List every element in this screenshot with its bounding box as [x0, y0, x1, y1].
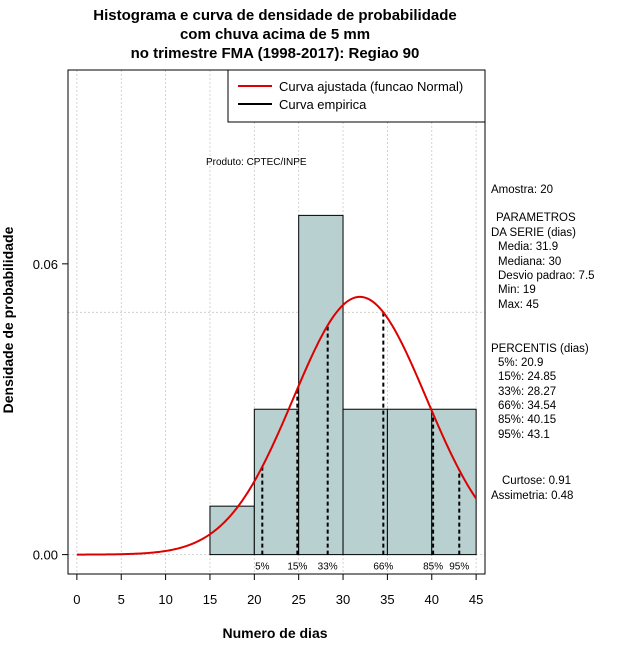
x-tick-label: 5 — [118, 592, 125, 607]
histogram-bar — [342, 408, 388, 556]
stat-percentis-title: PERCENTIS (dias) — [491, 343, 589, 355]
x-tick-label: 25 — [291, 592, 305, 607]
x-tick-label: 45 — [469, 592, 483, 607]
percentile-label: 33% — [318, 562, 338, 573]
histogram-bar — [298, 214, 344, 556]
x-axis-label: Numero de dias — [222, 625, 327, 641]
x-tick-label: 10 — [158, 592, 172, 607]
x-tick-label: 30 — [336, 592, 350, 607]
stat-parametros-title: PARAMETROS — [496, 212, 576, 224]
x-tick-label: 15 — [203, 592, 217, 607]
legend-label-empirical: Curva empirica — [279, 97, 367, 112]
stat-mediana: Mediana: 30 — [498, 256, 561, 268]
stat-assimetria: Assimetria: 0.48 — [491, 490, 573, 502]
percentile-label: 15% — [287, 562, 307, 573]
percentile-label: 95% — [449, 562, 469, 573]
histogram-bar — [431, 408, 477, 556]
stat-max: Max: 45 — [498, 299, 539, 311]
stat-p85: 85%: 40.15 — [498, 414, 556, 426]
legend-label-fit: Curva ajustada (funcao Normal) — [279, 79, 463, 94]
percentile-label: 5% — [255, 562, 270, 573]
stat-p95: 95%: 43.1 — [498, 429, 550, 441]
chart-title-line-1: Histograma e curva de densidade de proba… — [93, 7, 456, 24]
stat-p5: 5%: 20.9 — [498, 357, 543, 369]
stat-desvio: Desvio padrao: 7.5 — [498, 270, 595, 282]
stat-parametros-sub: DA SERIE (dias) — [491, 227, 576, 239]
legend-box — [227, 69, 486, 123]
stat-p33: 33%: 28.27 — [498, 386, 556, 398]
chart-title-line-2: com chuva acima de 5 mm — [180, 26, 370, 43]
histogram-bar — [253, 408, 300, 556]
y-tick-label: 0.06 — [33, 257, 58, 272]
x-tick-label: 40 — [425, 592, 439, 607]
x-tick-label: 35 — [380, 592, 394, 607]
percentile-label: 66% — [373, 562, 393, 573]
stat-amostra: Amostra: 20 — [491, 184, 553, 196]
chart-title-line-3: no trimestre FMA (1998-2017): Regiao 90 — [131, 45, 420, 62]
x-tick-label: 0 — [73, 592, 80, 607]
normal-fit-curve — [76, 295, 477, 556]
legend: Curva ajustada (funcao Normal) Curva emp… — [227, 69, 486, 123]
stat-p66: 66%: 34.54 — [498, 400, 557, 412]
stat-min: Min: 19 — [498, 284, 536, 296]
y-axis-label: Densidade de probabilidade — [0, 226, 16, 413]
y-tick-label: 0.00 — [33, 548, 58, 563]
product-annotation: Produto: CPTEC/INPE — [206, 157, 307, 168]
x-tick-label: 20 — [247, 592, 261, 607]
stat-curtose: Curtose: 0.91 — [502, 475, 571, 487]
stat-media: Media: 31.9 — [498, 241, 558, 253]
stat-p15: 15%: 24.85 — [498, 371, 556, 383]
histogram-bar — [386, 408, 433, 556]
stats-panel: Amostra: 20 PARAMETROS DA SERIE (dias) M… — [491, 184, 595, 502]
percentile-label: 85% — [423, 562, 443, 573]
